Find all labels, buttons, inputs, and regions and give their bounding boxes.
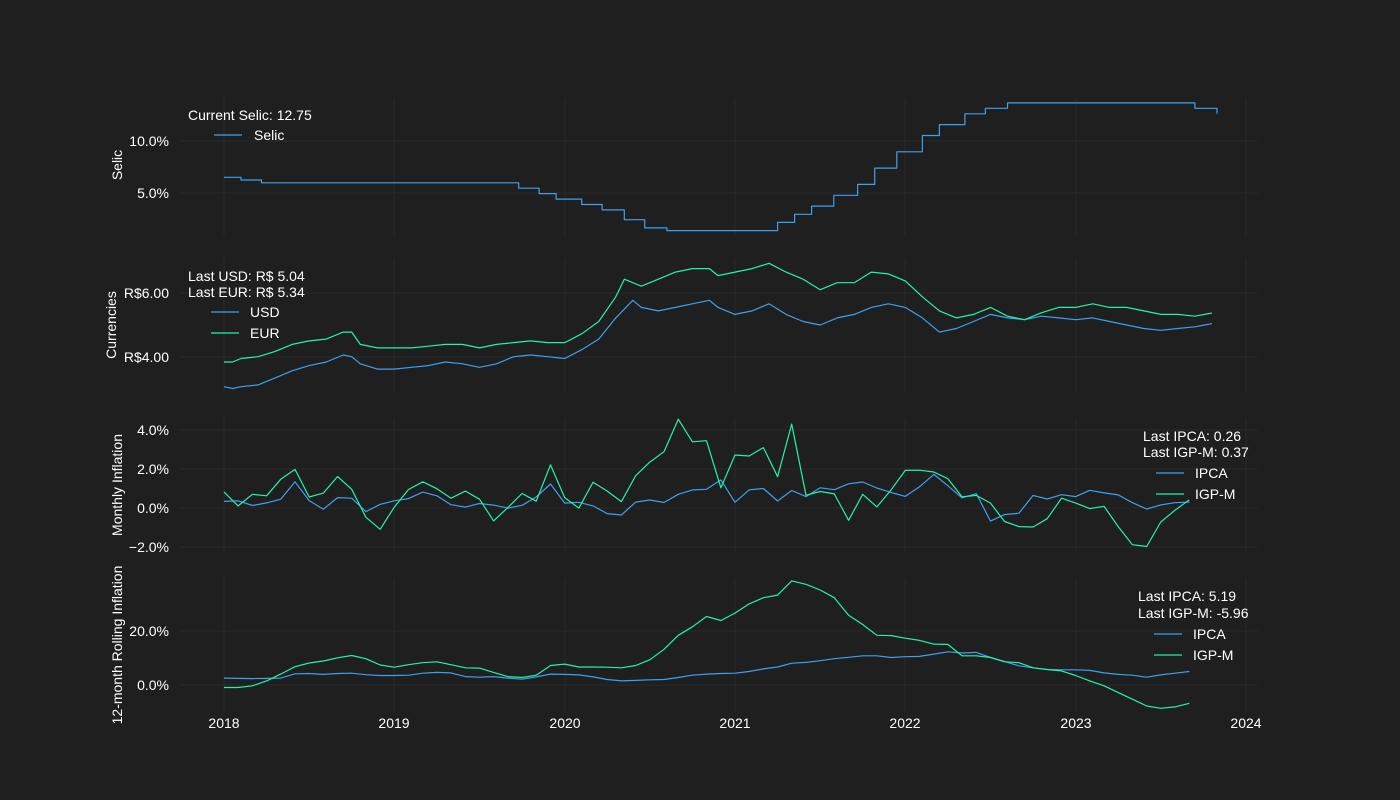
x-axis: 2018 2019 2020 2021 2022 2023 2024: [208, 715, 1261, 731]
ylabel-currencies: Currencies: [103, 291, 119, 359]
ytick-monthly-3: 2.0%: [137, 461, 169, 477]
xtick-2018: 2018: [208, 715, 239, 731]
legend-label-selic: Selic: [254, 127, 284, 143]
panel-currencies: Currencies R$4.00 R$6.00 Last USD: R$ 5.…: [103, 258, 1258, 392]
series-line-rolling-igp-m: [224, 580, 1190, 709]
xtick-2021: 2021: [719, 715, 750, 731]
annotation-monthly-line2: Last IGP-M: 0.37: [1143, 444, 1249, 460]
annotation-rolling-line1: Last IPCA: 5.19: [1138, 588, 1236, 604]
ytick-rolling-1: 0.0%: [137, 677, 169, 693]
annotation-currencies-line1: Last USD: R$ 5.04: [188, 268, 305, 284]
series-group-selic: [224, 102, 1218, 232]
series-line-selic-selic: [224, 102, 1218, 232]
ytick-currencies-2: R$6.00: [124, 285, 169, 301]
grid-rolling: [180, 578, 1258, 712]
series-line-rolling-ipca: [223, 651, 1190, 682]
annotation-rolling-line2: Last IGP-M: -5.96: [1138, 605, 1249, 621]
panel-rolling-inflation: 12-month Rolling Inflation 0.0% 20.0% La…: [109, 566, 1258, 725]
xtick-2022: 2022: [889, 715, 920, 731]
legend-label-ipca-rolling: IPCA: [1193, 626, 1226, 642]
ytick-rolling-2: 20.0%: [129, 623, 169, 639]
xtick-2019: 2019: [378, 715, 409, 731]
legend-label-igpm-monthly: IGP-M: [1195, 486, 1235, 502]
xtick-2020: 2020: [549, 715, 580, 731]
series-group-rolling: [223, 580, 1190, 709]
annotation-currencies-line2: Last EUR: R$ 5.34: [188, 284, 305, 300]
ytick-selic-1: 5.0%: [137, 185, 169, 201]
panel-selic: Selic 5.0% 10.0% Current Selic: 12.75 Se…: [109, 98, 1258, 236]
legend-label-usd: USD: [250, 304, 280, 320]
ytick-selic-2: 10.0%: [129, 133, 169, 149]
grid-currencies: [180, 258, 1258, 392]
annotation-monthly-line1: Last IPCA: 0.26: [1143, 428, 1241, 444]
xtick-2023: 2023: [1060, 715, 1091, 731]
series-line-monthly-ipca: [223, 473, 1190, 522]
legend-label-eur: EUR: [250, 325, 280, 341]
ytick-monthly-4: 4.0%: [137, 422, 169, 438]
ylabel-monthly: Monthly Inflation: [109, 434, 125, 536]
grid-monthly: [180, 418, 1258, 552]
series-group-monthly: [223, 418, 1190, 548]
panel-monthly-inflation: Monthly Inflation −2.0% 0.0% 2.0% 4.0% L…: [109, 418, 1258, 555]
grid-selic: [180, 98, 1258, 236]
ytick-currencies-1: R$4.00: [124, 349, 169, 365]
series-line-currencies-usd: [223, 299, 1213, 390]
series-line-monthly-igp-m: [223, 418, 1190, 548]
xtick-2024: 2024: [1230, 715, 1261, 731]
series-group-currencies: [223, 262, 1213, 390]
ytick-monthly-1: −2.0%: [129, 539, 169, 555]
ylabel-selic: Selic: [109, 150, 125, 180]
ytick-monthly-2: 0.0%: [137, 500, 169, 516]
ylabel-rolling: 12-month Rolling Inflation: [109, 566, 125, 725]
legend-label-ipca-monthly: IPCA: [1195, 465, 1228, 481]
legend-label-igpm-rolling: IGP-M: [1193, 647, 1233, 663]
series-line-currencies-eur: [224, 262, 1213, 363]
annotation-selic: Current Selic: 12.75: [188, 107, 312, 123]
